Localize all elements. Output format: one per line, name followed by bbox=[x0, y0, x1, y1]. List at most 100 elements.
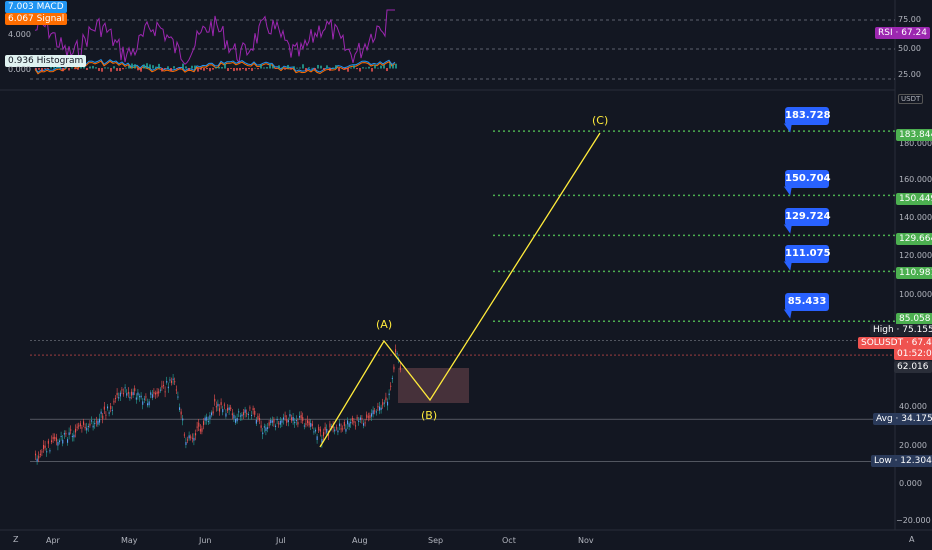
wave-lines bbox=[319, 132, 601, 448]
histogram-bar bbox=[290, 68, 292, 70]
candle-body bbox=[39, 453, 41, 456]
histogram-bar bbox=[254, 67, 256, 69]
candle-body bbox=[145, 396, 147, 398]
candle-body bbox=[332, 425, 334, 429]
wave-label-a: (A) bbox=[376, 318, 393, 331]
time-tick: Jul bbox=[276, 536, 286, 545]
candle-body bbox=[363, 423, 365, 426]
candle-body bbox=[153, 392, 155, 394]
timezone-icon[interactable]: Z bbox=[13, 535, 19, 544]
histogram-bar bbox=[251, 68, 253, 71]
candle-body bbox=[263, 426, 265, 428]
countdown-label: 01:52:00 bbox=[894, 348, 932, 360]
candle-body bbox=[159, 389, 161, 391]
histogram-bar bbox=[314, 68, 316, 70]
rsi-value-badge: RSI · 67.24 bbox=[875, 27, 930, 39]
target-callout[interactable]: 150.704 bbox=[785, 170, 831, 188]
target-callout[interactable]: 129.724 bbox=[785, 208, 831, 226]
histogram-bar bbox=[56, 66, 58, 69]
histogram-bar bbox=[80, 67, 82, 69]
candle-body bbox=[235, 418, 237, 423]
candle-body bbox=[374, 410, 376, 412]
histogram-bar bbox=[296, 67, 298, 69]
candle-body bbox=[278, 423, 280, 425]
candle-body bbox=[97, 420, 99, 425]
histogram-bar bbox=[143, 64, 145, 69]
target-callout[interactable]: 183.728 bbox=[785, 107, 831, 125]
candle-body bbox=[110, 405, 112, 409]
candle-body bbox=[313, 431, 315, 433]
candle-body bbox=[63, 433, 65, 435]
histogram-bar bbox=[197, 68, 199, 72]
candle-body bbox=[59, 440, 61, 443]
candle-body bbox=[140, 395, 142, 398]
candle-body bbox=[252, 408, 254, 411]
histogram-bar bbox=[206, 68, 208, 70]
candle-body bbox=[273, 419, 275, 423]
currency-unit-label[interactable]: USDT bbox=[898, 94, 924, 104]
macd-value-badge: 7.003 MACD bbox=[5, 1, 67, 13]
candle-body bbox=[150, 392, 152, 395]
histogram-bar bbox=[335, 65, 337, 69]
candle-body bbox=[209, 415, 211, 420]
histogram-bar bbox=[323, 68, 325, 71]
candle-body bbox=[174, 381, 176, 383]
histogram-bar bbox=[347, 68, 349, 72]
candle-body bbox=[204, 417, 206, 421]
histogram-bar bbox=[71, 67, 73, 69]
candle-body bbox=[225, 413, 227, 417]
candle-body bbox=[223, 404, 225, 406]
histogram-bar bbox=[110, 68, 112, 72]
histogram-bar bbox=[293, 66, 295, 69]
histogram-bar bbox=[203, 68, 205, 71]
histogram-bar bbox=[101, 68, 103, 72]
candle-body bbox=[359, 417, 361, 420]
time-tick: Nov bbox=[578, 536, 594, 545]
candle-body bbox=[185, 441, 187, 445]
candle-body bbox=[379, 406, 381, 411]
candle-body bbox=[142, 401, 144, 405]
histogram-bar bbox=[344, 68, 346, 70]
histogram-bar bbox=[107, 67, 109, 69]
candle-body bbox=[100, 411, 102, 414]
candle-body bbox=[399, 366, 401, 370]
candle-body bbox=[372, 410, 374, 415]
wave-label-b: (B) bbox=[421, 409, 438, 422]
candle-body bbox=[247, 414, 249, 416]
candle-body bbox=[198, 422, 200, 427]
target-callout[interactable]: 85.433 bbox=[785, 293, 829, 311]
candle-body bbox=[239, 415, 241, 417]
candle-body bbox=[121, 389, 123, 391]
candle-body bbox=[139, 396, 141, 398]
candle-body bbox=[299, 415, 301, 418]
histogram-bar bbox=[200, 68, 202, 70]
histogram-bar bbox=[170, 68, 172, 72]
target-callout[interactable]: 111.075 bbox=[785, 245, 831, 263]
auto-scale-icon[interactable]: A bbox=[909, 535, 915, 544]
candle-body bbox=[343, 422, 345, 426]
candle-body bbox=[367, 416, 369, 418]
candle-body bbox=[348, 423, 350, 427]
candle-body bbox=[275, 425, 277, 427]
histogram-bar bbox=[377, 67, 379, 69]
histogram-bar bbox=[152, 65, 154, 69]
candle-body bbox=[259, 418, 261, 421]
histogram-bar bbox=[287, 64, 289, 69]
candle-body bbox=[295, 420, 297, 422]
histogram-bar bbox=[257, 68, 259, 70]
histogram-bar bbox=[179, 68, 181, 70]
candle-body bbox=[175, 389, 177, 391]
candle-body bbox=[353, 420, 355, 423]
candle-body bbox=[369, 415, 371, 419]
histogram-bar bbox=[191, 65, 193, 69]
histogram-bar bbox=[374, 64, 376, 69]
histogram-bar bbox=[41, 68, 43, 72]
candle-body bbox=[211, 412, 213, 416]
histogram-bar bbox=[188, 68, 190, 71]
candle-body bbox=[201, 428, 203, 432]
candle-body bbox=[270, 420, 272, 424]
histogram-bar bbox=[341, 68, 343, 69]
histogram-bar bbox=[275, 68, 277, 69]
candle-body bbox=[279, 420, 281, 425]
